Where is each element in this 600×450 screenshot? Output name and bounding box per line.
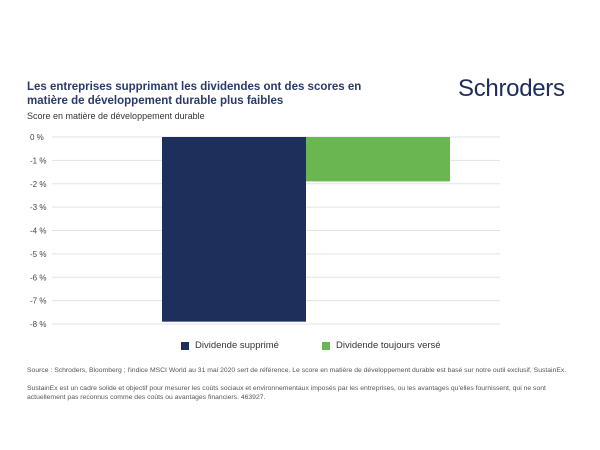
y-tick-label: -8 % <box>30 320 46 329</box>
y-tick-label: -3 % <box>30 203 46 212</box>
legend-label: Dividende supprimé <box>195 340 279 351</box>
sustainex-note: SustainEx est un cadre solide et objecti… <box>27 385 546 401</box>
legend-swatch <box>322 341 330 350</box>
legend-item-1: Dividende toujours versé <box>322 340 441 351</box>
bar-chart: 0 % -1 % -2 % -3 % -4 % -5 % -6 % -7 % -8 % <box>30 133 500 329</box>
y-tick-label: -1 % <box>30 156 46 165</box>
source-note: Source : Schroders, Bloomberg ; l'indice… <box>27 367 567 374</box>
y-tick-label: -2 % <box>30 180 46 189</box>
y-tick-label: 0 % <box>30 133 44 142</box>
y-tick-label: -6 % <box>30 273 46 282</box>
legend-swatch <box>181 341 189 350</box>
schroders-logo: Schroders <box>458 75 565 102</box>
bar-1 <box>306 137 450 182</box>
y-tick-label: -5 % <box>30 250 46 259</box>
legend-label: Dividende toujours versé <box>336 340 441 351</box>
y-tick-label: -4 % <box>30 227 46 236</box>
y-axis-label: Score en matière de développement durabl… <box>27 111 205 121</box>
y-tick-label: -7 % <box>30 297 46 306</box>
bar-0 <box>162 137 306 322</box>
chart-title: Les entreprises supprimant les dividende… <box>27 81 362 107</box>
legend-item-0: Dividende supprimé <box>181 340 279 351</box>
